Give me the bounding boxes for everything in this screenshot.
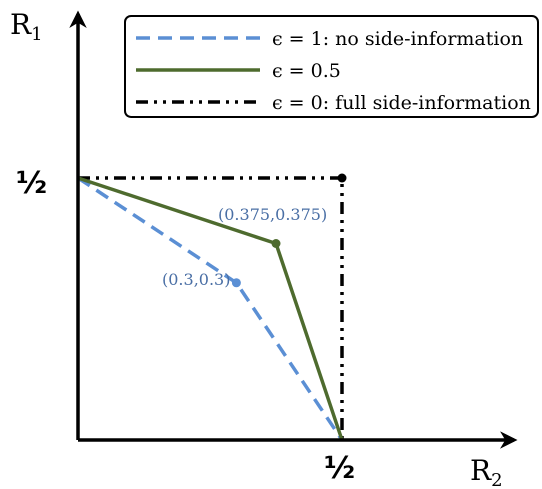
legend-box	[124, 15, 539, 118]
annotation-03: (0.3,0.3)	[162, 270, 230, 289]
full-side-info-corner-point	[337, 173, 347, 183]
legend-label-half: ϵ = 0.5	[272, 60, 341, 82]
legend-label-full-side-info: ϵ = 0: full side-information	[272, 92, 531, 114]
x-tick-label: ½	[324, 451, 355, 486]
legend-label-no-side-info: ϵ = 1: no side-information	[272, 28, 523, 50]
series-layer	[77, 173, 347, 441]
y-axis-label: R1	[10, 8, 43, 45]
legend: ϵ = 1: no side-information ϵ = 0.5 ϵ = 0…	[124, 15, 539, 118]
half-corner-point	[271, 239, 281, 248]
no-side-info-corner-point	[231, 278, 241, 288]
y-tick-label: ½	[16, 166, 47, 201]
x-axis-label: R2	[470, 454, 503, 489]
annotation-0375: (0.375,0.375)	[218, 205, 327, 224]
